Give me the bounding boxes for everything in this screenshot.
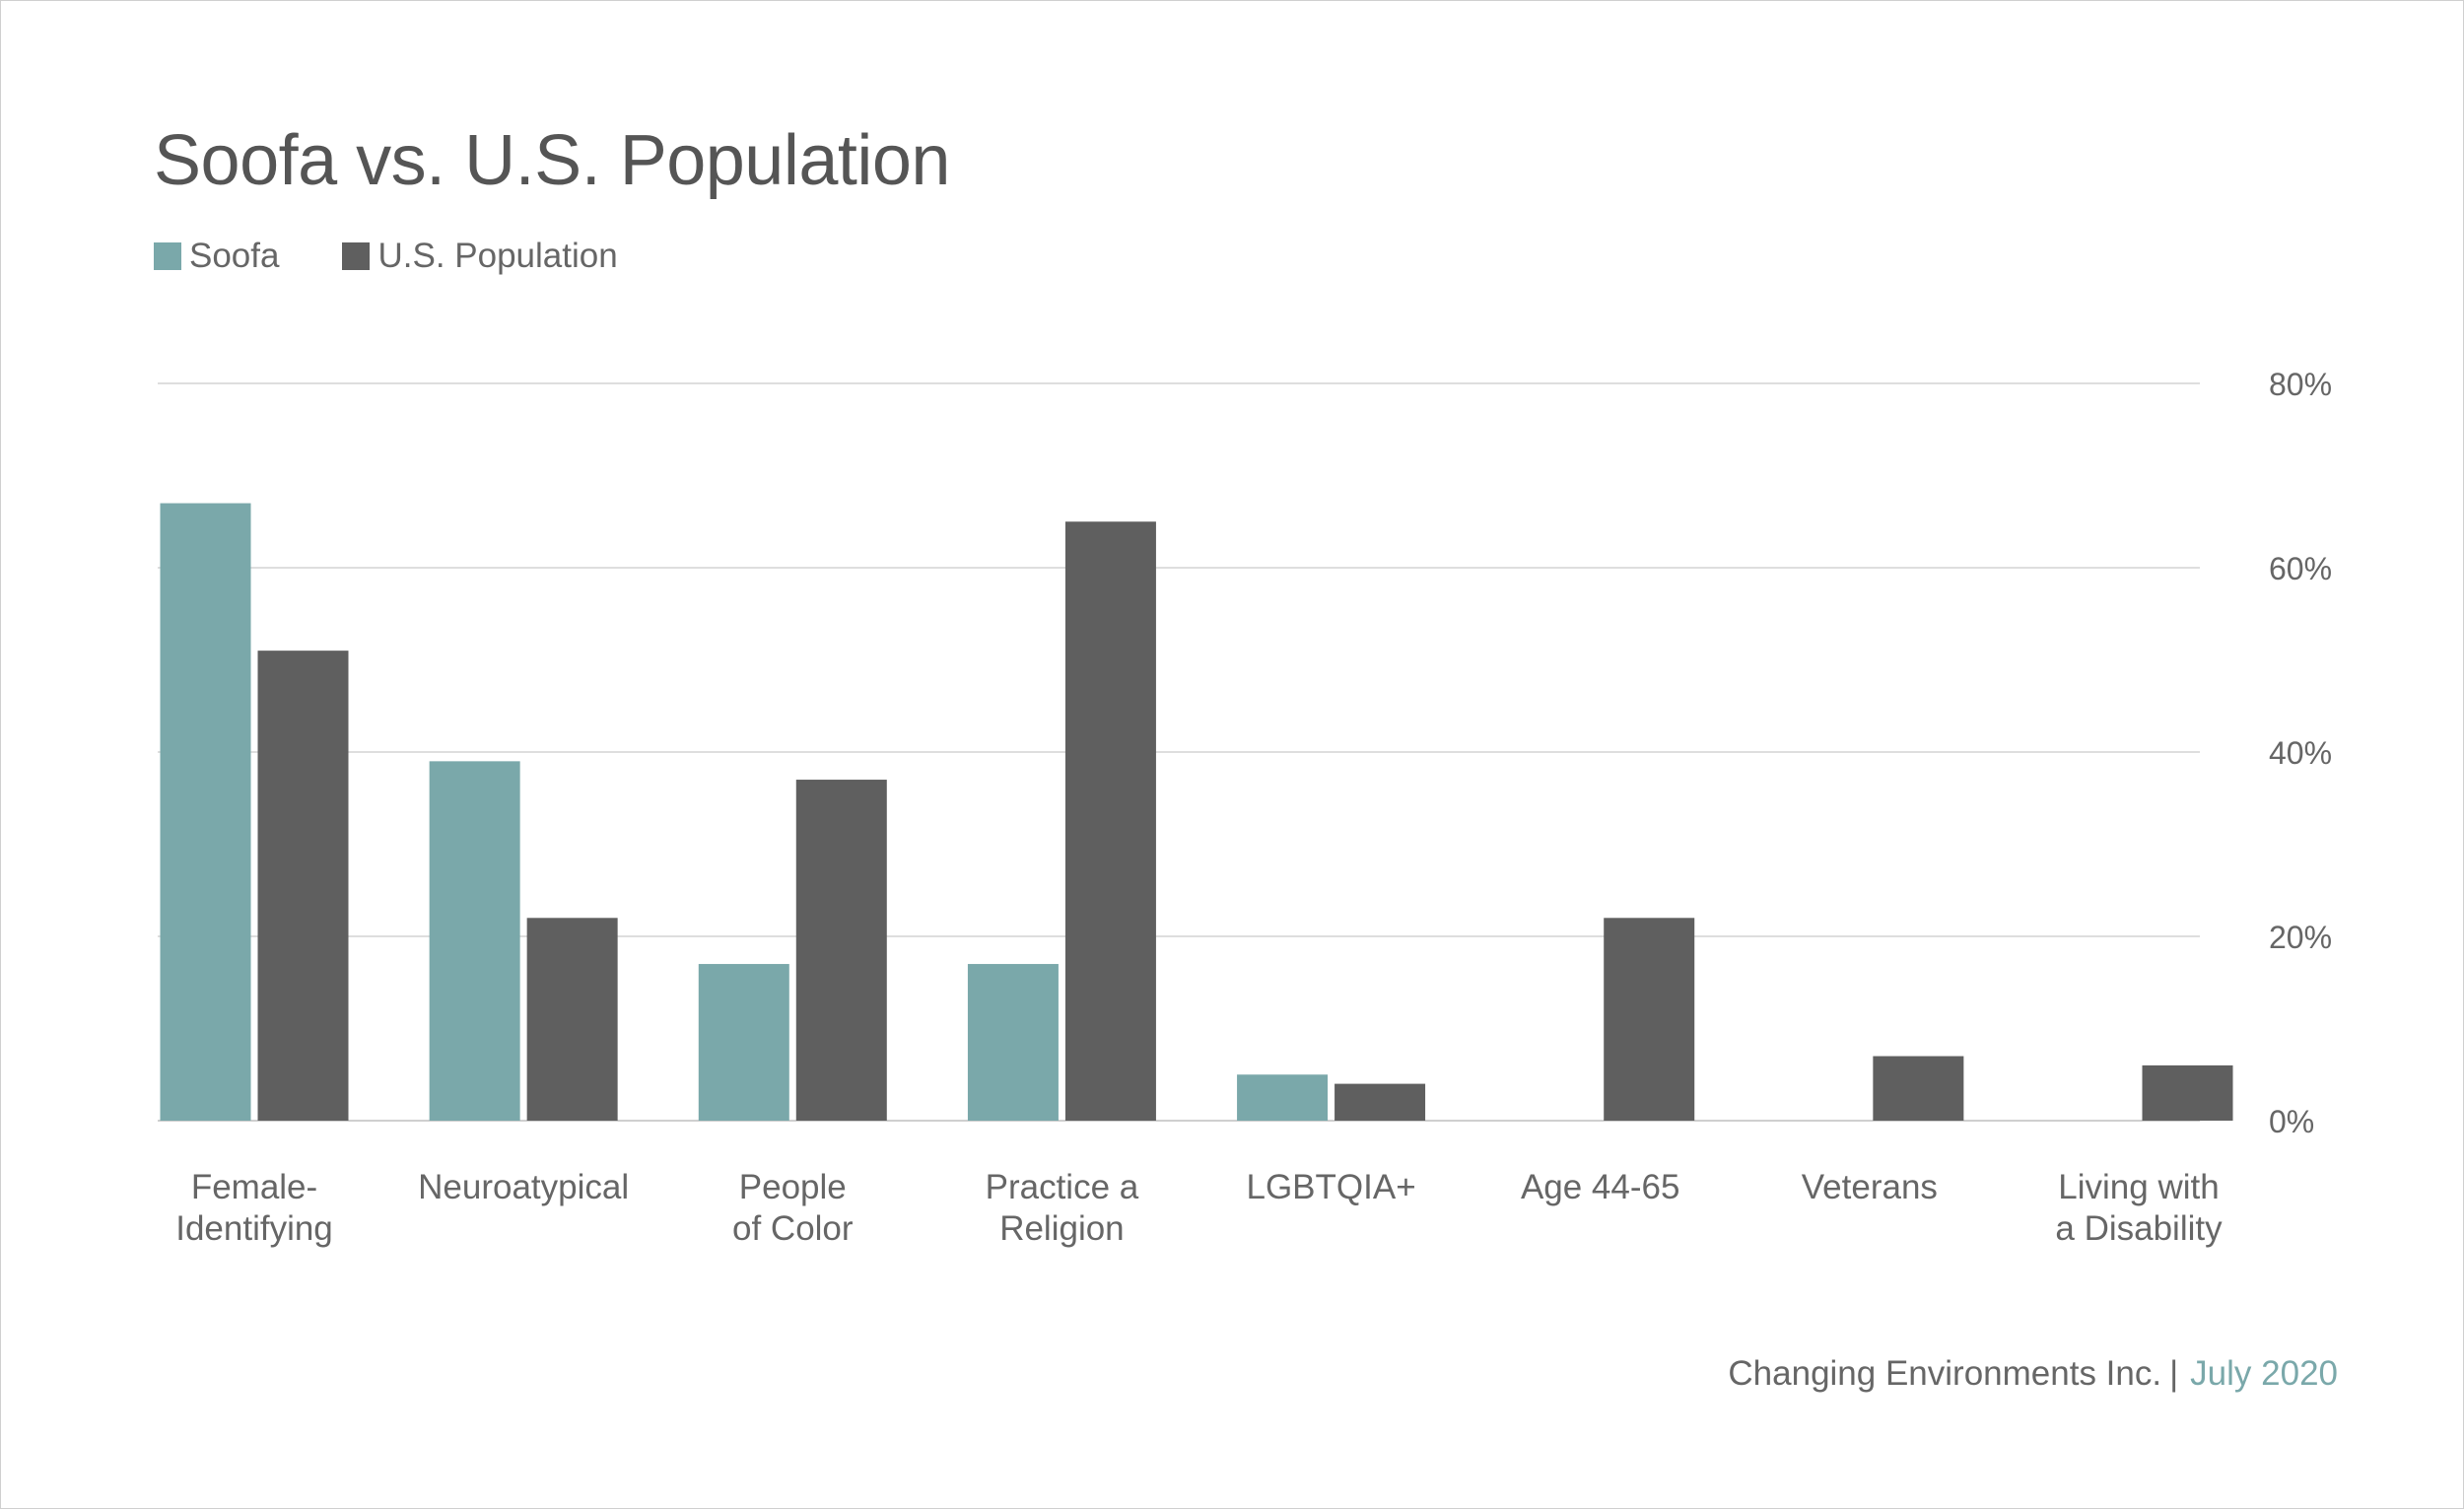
legend-item-soofa: Soofa: [154, 237, 279, 276]
x-tick-label-line: Identifying: [175, 1209, 333, 1248]
bar: [2142, 1064, 2233, 1121]
legend: Soofa U.S. Population: [154, 237, 681, 276]
x-tick-label: Age 44-65: [1521, 1168, 1680, 1206]
x-tick-label-line: Neuroatypical: [418, 1168, 629, 1206]
footer-org: Changing Environments Inc.: [1728, 1354, 2162, 1393]
legend-label-us-population: U.S. Population: [377, 237, 618, 275]
y-tick-label: 20%: [2269, 920, 2332, 955]
y-tick-label: 40%: [2269, 735, 2332, 771]
footer-separator: |: [2169, 1354, 2179, 1393]
x-tick-label-line: Age 44-65: [1521, 1168, 1680, 1206]
legend-swatch-us-population: [342, 242, 371, 270]
y-tick-label: 0%: [2269, 1104, 2314, 1139]
x-tick-label-line: Female-: [191, 1168, 317, 1206]
legend-swatch-soofa: [154, 242, 181, 270]
x-tick-label-line: Veterans: [1802, 1168, 1938, 1206]
bar: [967, 964, 1059, 1121]
x-tick-label: People of Color: [732, 1168, 854, 1248]
x-tick-label: Living with a Disability: [2055, 1168, 2223, 1248]
bar: [160, 503, 251, 1121]
legend-item-us-population: U.S. Population: [342, 237, 618, 276]
chart-title: Soofa vs. U.S. Population: [154, 121, 950, 200]
x-tick-label-line: Practice a: [986, 1168, 1139, 1206]
legend-label-soofa: Soofa: [189, 237, 280, 275]
bar: [1335, 1083, 1426, 1121]
bar: [429, 761, 520, 1121]
x-tick-label: Practice a Religion: [986, 1168, 1139, 1248]
bar: [1064, 521, 1156, 1121]
y-tick-label: 80%: [2269, 367, 2332, 402]
x-tick-label: Veterans: [1802, 1168, 1938, 1206]
x-tick-label-line: People: [739, 1168, 847, 1206]
y-tick-label: 60%: [2269, 551, 2332, 586]
footer-date: July 2020: [2190, 1354, 2338, 1393]
bar: [1873, 1056, 1964, 1121]
footer: Changing Environments Inc. | July 2020: [1728, 1354, 2338, 1394]
bar: [526, 918, 618, 1121]
x-tick-label-line: of Color: [732, 1209, 854, 1248]
x-tick-label-line: Religion: [999, 1209, 1124, 1248]
x-tick-label: Female-Identifying: [175, 1168, 333, 1248]
bar: [698, 964, 789, 1121]
bar: [795, 780, 887, 1121]
x-tick-label-line: a Disability: [2055, 1209, 2223, 1248]
x-tick-label: Neuroatypical: [418, 1168, 629, 1206]
x-tick-label: LGBTQIA+: [1246, 1168, 1415, 1206]
bar: [1604, 918, 1695, 1121]
x-tick-label-line: Living with: [2058, 1168, 2219, 1206]
bar: [1237, 1074, 1329, 1121]
x-tick-label-line: LGBTQIA+: [1246, 1168, 1415, 1206]
bar: [257, 651, 349, 1121]
